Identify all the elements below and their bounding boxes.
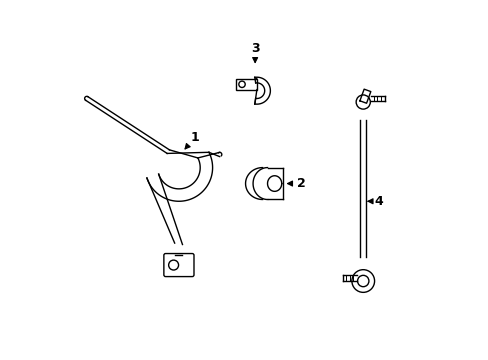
Circle shape — [238, 81, 244, 87]
Text: 4: 4 — [367, 195, 383, 208]
FancyBboxPatch shape — [163, 253, 194, 276]
Circle shape — [351, 270, 374, 292]
Circle shape — [357, 275, 368, 287]
Bar — [235, 79, 256, 90]
Text: 3: 3 — [250, 42, 259, 63]
Text: 1: 1 — [184, 131, 199, 149]
Circle shape — [355, 95, 369, 109]
Circle shape — [168, 260, 178, 270]
Text: 2: 2 — [287, 177, 305, 190]
